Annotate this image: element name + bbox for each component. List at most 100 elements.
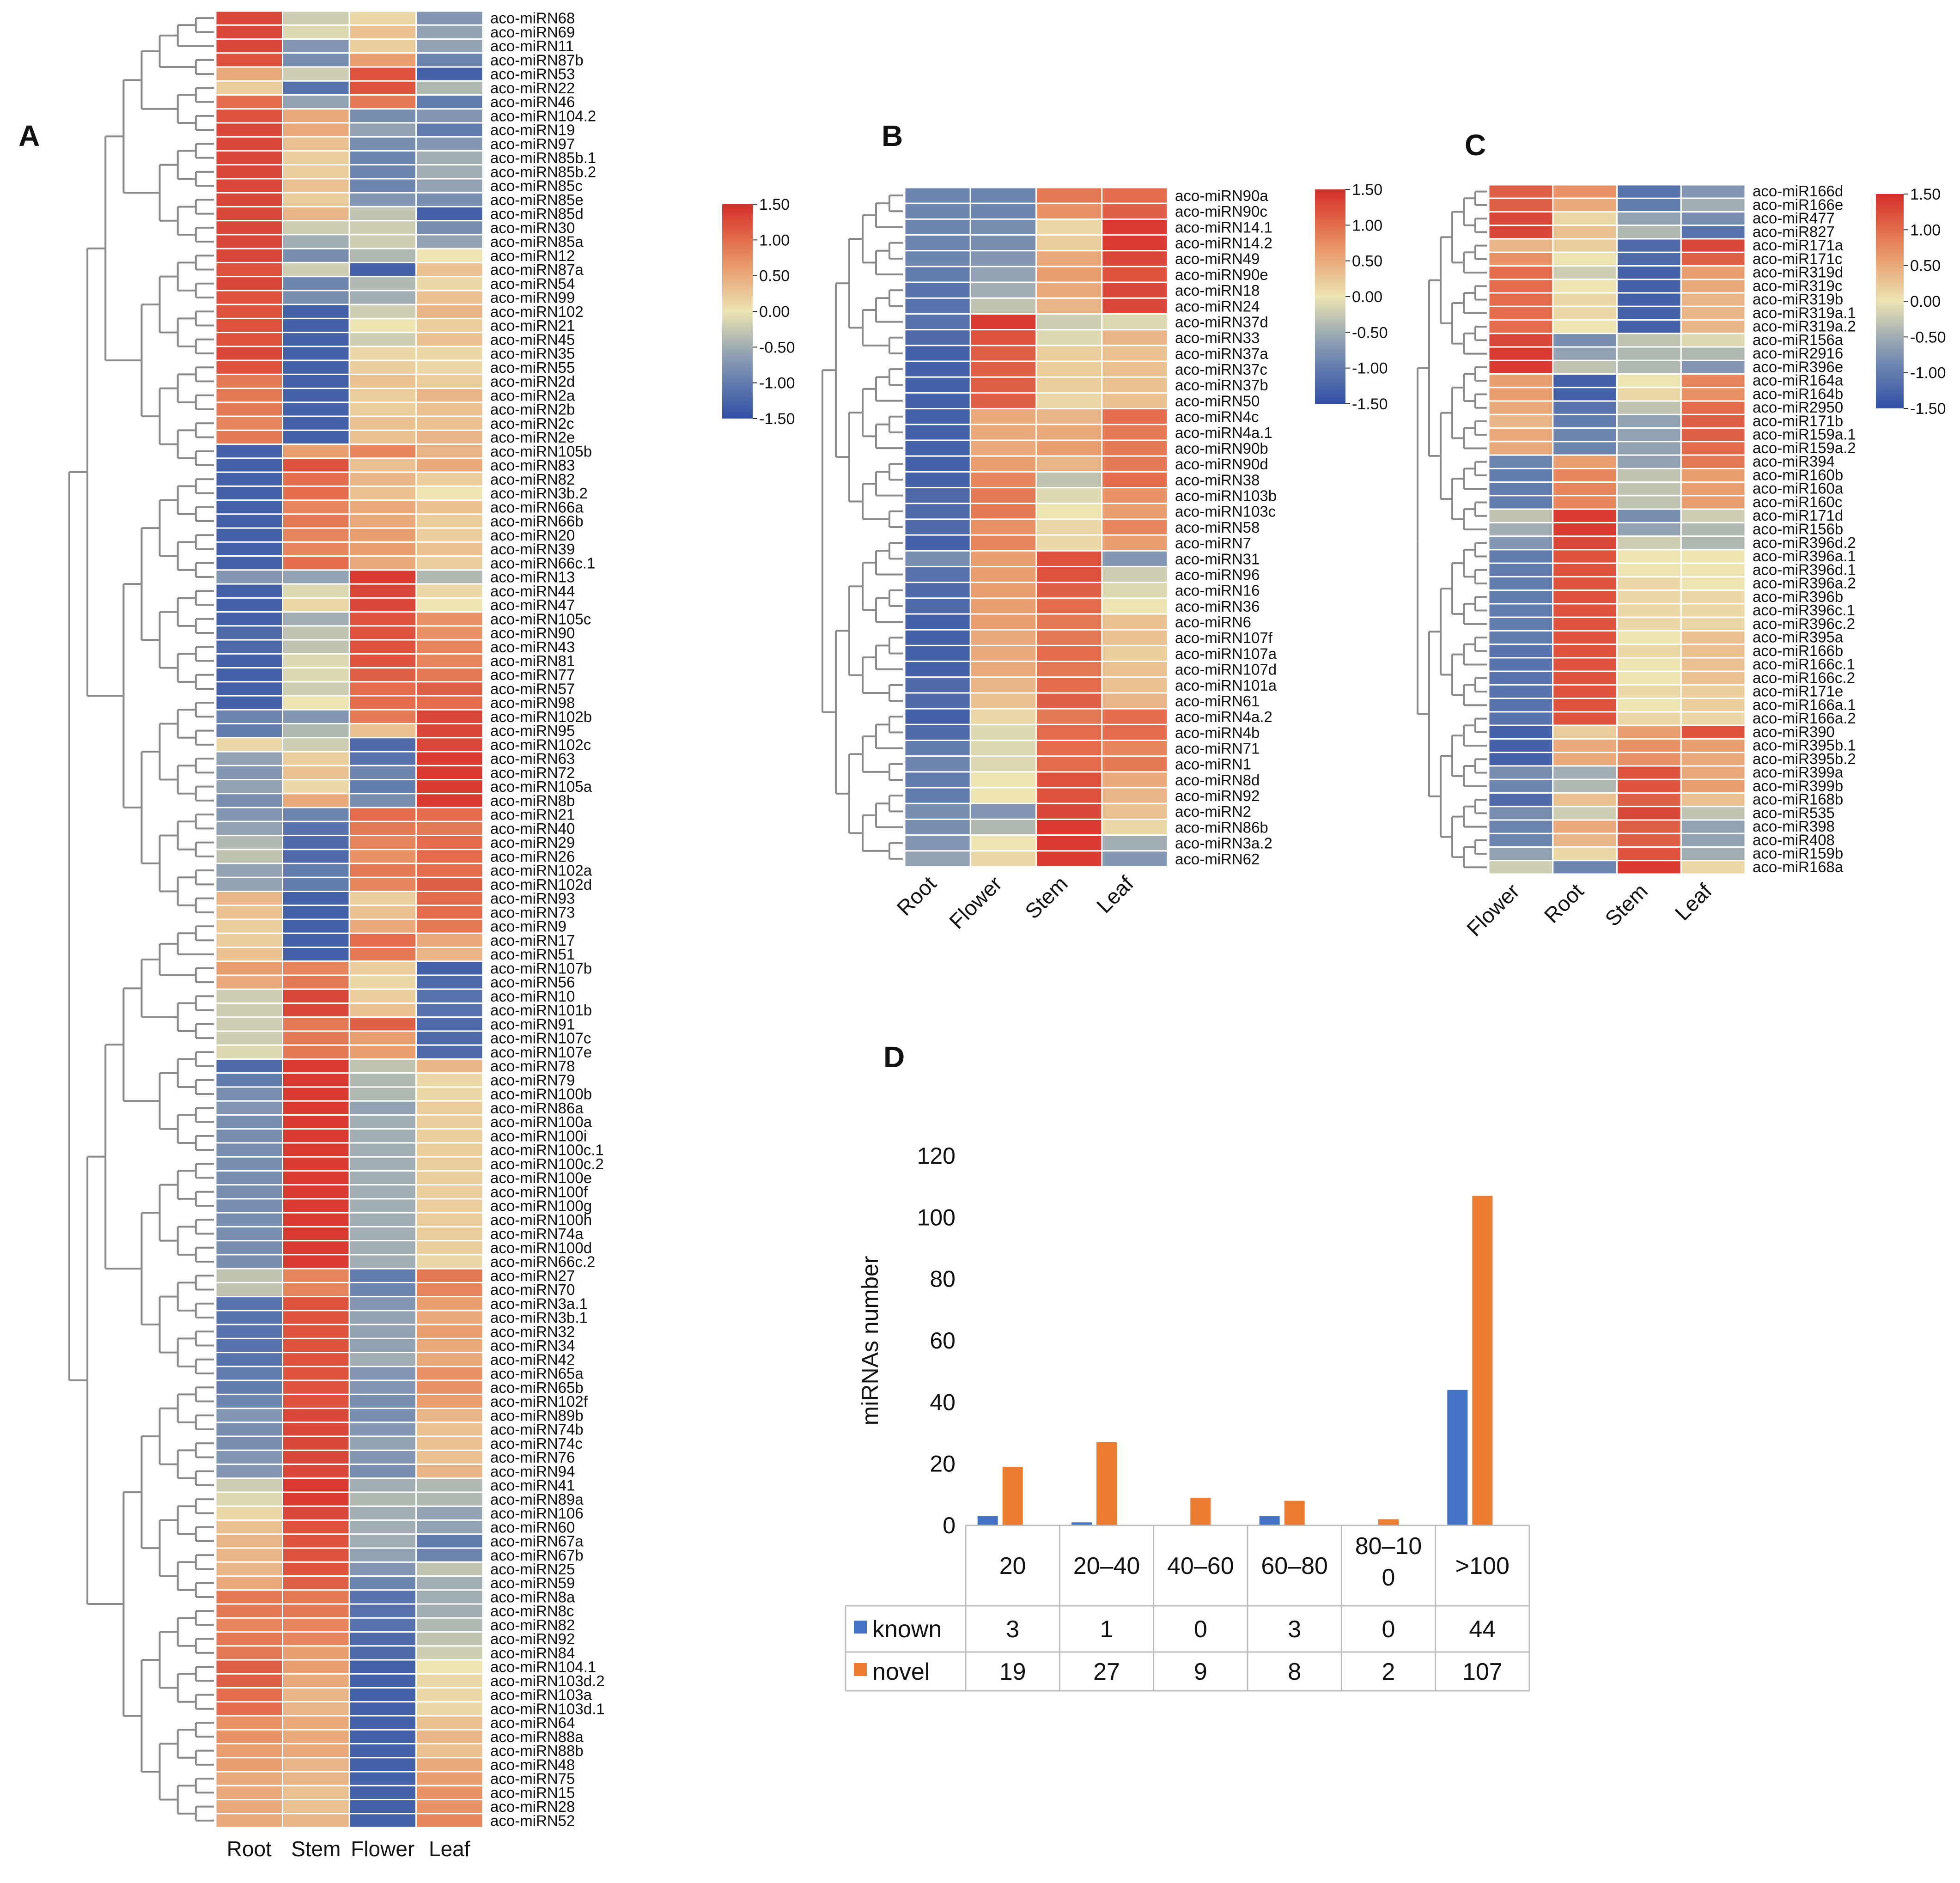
heatmap-c-row-label: aco-miR166c.2 [1753, 669, 1855, 686]
heatmap-a-row-label: aco-miRN104.2 [490, 107, 596, 124]
bar-d-data-label-known: 44 [1469, 1616, 1496, 1643]
heatmap-b-row-label: aco-miRN58 [1175, 519, 1260, 536]
heatmap-a-cell [282, 1603, 350, 1619]
heatmap-a-cell [415, 1240, 484, 1256]
heatmap-b-cell [1101, 439, 1169, 457]
heatmap-a-cell [215, 373, 283, 389]
heatmap-b-dendrogram-branch-72 [862, 754, 889, 773]
heatmap-c-cell [1680, 305, 1746, 321]
heatmap-b-cell [904, 471, 971, 489]
bar-d-data-label-novel: 107 [1462, 1658, 1503, 1685]
heatmap-a-dendrogram-branch-44 [158, 304, 178, 334]
heatmap-b-cell [1101, 661, 1169, 678]
heatmap-a-row-label: aco-miRN74c [490, 1435, 583, 1452]
heatmap-c-cell [1616, 279, 1682, 294]
heatmap-b-scale-tick-label: -1.00 [1352, 360, 1388, 377]
heatmap-a-cell [282, 1142, 350, 1158]
heatmap-a-cell [348, 751, 417, 766]
heatmap-a-row-label: aco-miRN43 [490, 638, 575, 656]
heatmap-c-cell [1552, 305, 1618, 321]
heatmap-b-cell [1101, 644, 1169, 662]
heatmap-a-dendrogram-branch-0 [68, 471, 88, 926]
heatmap-a-cell [282, 751, 350, 766]
bar-d-category-label: >100 [1455, 1553, 1510, 1579]
heatmap-b-cell [904, 534, 971, 552]
heatmap-b-cell [1035, 250, 1103, 267]
heatmap-a-dendrogram-branch-160 [195, 1115, 214, 1123]
heatmap-a-cell [282, 1631, 350, 1647]
heatmap-a-dendrogram-branch-111 [177, 779, 196, 795]
heatmap-a-cell [215, 639, 283, 655]
heatmap-a-cell [415, 192, 484, 207]
heatmap-a-dendrogram-branch-80 [177, 556, 196, 571]
heatmap-a-cell [282, 1645, 350, 1661]
heatmap-c-cell [1488, 481, 1554, 497]
heatmap-b-dendrogram-branch-68 [875, 723, 889, 736]
heatmap-a-cell [348, 1058, 417, 1074]
heatmap-c-dendrogram-branch-40 [1440, 456, 1452, 500]
heatmap-a-cell [415, 1729, 484, 1745]
heatmap-c-dendrogram-branch-36 [1463, 427, 1475, 438]
heatmap-a-cell [348, 346, 417, 361]
heatmap-b-dendrogram-branch-11 [889, 250, 903, 260]
heatmap-c-row-label: aco-miR166c.1 [1753, 656, 1855, 673]
heatmap-a-cell [282, 653, 350, 669]
heatmap-b-row-label: aco-miRN37c [1175, 361, 1267, 378]
heatmap-a-cell [348, 709, 417, 725]
heatmap-a-dendrogram-branch-198 [158, 1407, 178, 1437]
heatmap-b-row-label: aco-miRN50 [1175, 392, 1260, 409]
heatmap-b-cell [1035, 297, 1103, 315]
heatmap-c-cell [1552, 738, 1618, 753]
heatmap-a-cell [215, 1184, 283, 1200]
heatmap-c-cell [1552, 792, 1618, 808]
heatmap-a-dendrogram-branch-229 [158, 1631, 178, 1660]
heatmap-c-dendrogram-branch-73 [1463, 684, 1475, 695]
heatmap-c-cell [1616, 522, 1682, 537]
heatmap-a-cell [415, 527, 484, 543]
heatmap-a-cell [282, 1617, 350, 1633]
heatmap-a-cell [348, 136, 417, 152]
heatmap-c-cell [1616, 387, 1682, 402]
heatmap-a-cell [348, 1352, 417, 1367]
heatmap-c-dendrogram-branch-20 [1463, 303, 1487, 314]
heatmap-a-cell [415, 1631, 484, 1647]
heatmap-c-dendrogram-branch-66 [1440, 632, 1452, 676]
heatmap-b-scale-tick-label: 1.50 [1352, 181, 1382, 199]
heatmap-c-cell [1488, 846, 1554, 862]
heatmap-a-cell [282, 1002, 350, 1018]
heatmap-a-cell [348, 1072, 417, 1088]
heatmap-c-cell [1616, 806, 1682, 821]
heatmap-b-column-label: Root [892, 871, 941, 920]
heatmap-a-cell [348, 66, 417, 82]
bar-d-y-tick-label: 80 [930, 1266, 956, 1292]
heatmap-a-row-label: aco-miRN100i [490, 1127, 587, 1144]
heatmap-b-cell [1035, 329, 1103, 346]
heatmap-a-dendrogram-branch-56 [177, 388, 196, 403]
heatmap-b-cell [1035, 565, 1103, 583]
heatmap-a-row-label: aco-miRN47 [490, 596, 575, 613]
heatmap-c-cell [1680, 549, 1746, 564]
heatmap-c-color-scale-bar [1876, 194, 1904, 408]
heatmap-a-cell [415, 304, 484, 319]
heatmap-b-scale-tick-label: 1.00 [1352, 217, 1382, 234]
heatmap-a-dendrogram-branch-137 [195, 933, 214, 942]
heatmap-a-cell [215, 1156, 283, 1172]
heatmap-a-cell [348, 10, 417, 26]
heatmap-a-cell [282, 1379, 350, 1395]
heatmap-a-cell [415, 261, 484, 278]
heatmap-a-cell [415, 932, 484, 948]
heatmap-a-cell [215, 346, 283, 361]
heatmap-c-column-label: Flower [1462, 879, 1524, 941]
heatmap-b-dendrogram-branch-46 [862, 561, 876, 587]
heatmap-a-cell [348, 863, 417, 878]
heatmap-c-cell [1616, 333, 1682, 348]
heatmap-a-cell [415, 960, 484, 976]
heatmap-a-cell [215, 1505, 283, 1521]
heatmap-c-row-label: aco-miR396e [1753, 358, 1843, 375]
heatmap-a-cell [415, 290, 484, 305]
heatmap-c-cell [1616, 630, 1682, 645]
heatmap-a-dendrogram-branch-214 [177, 1505, 196, 1520]
heatmap-a-cell [415, 1337, 484, 1354]
heatmap-a-cell [282, 38, 350, 54]
